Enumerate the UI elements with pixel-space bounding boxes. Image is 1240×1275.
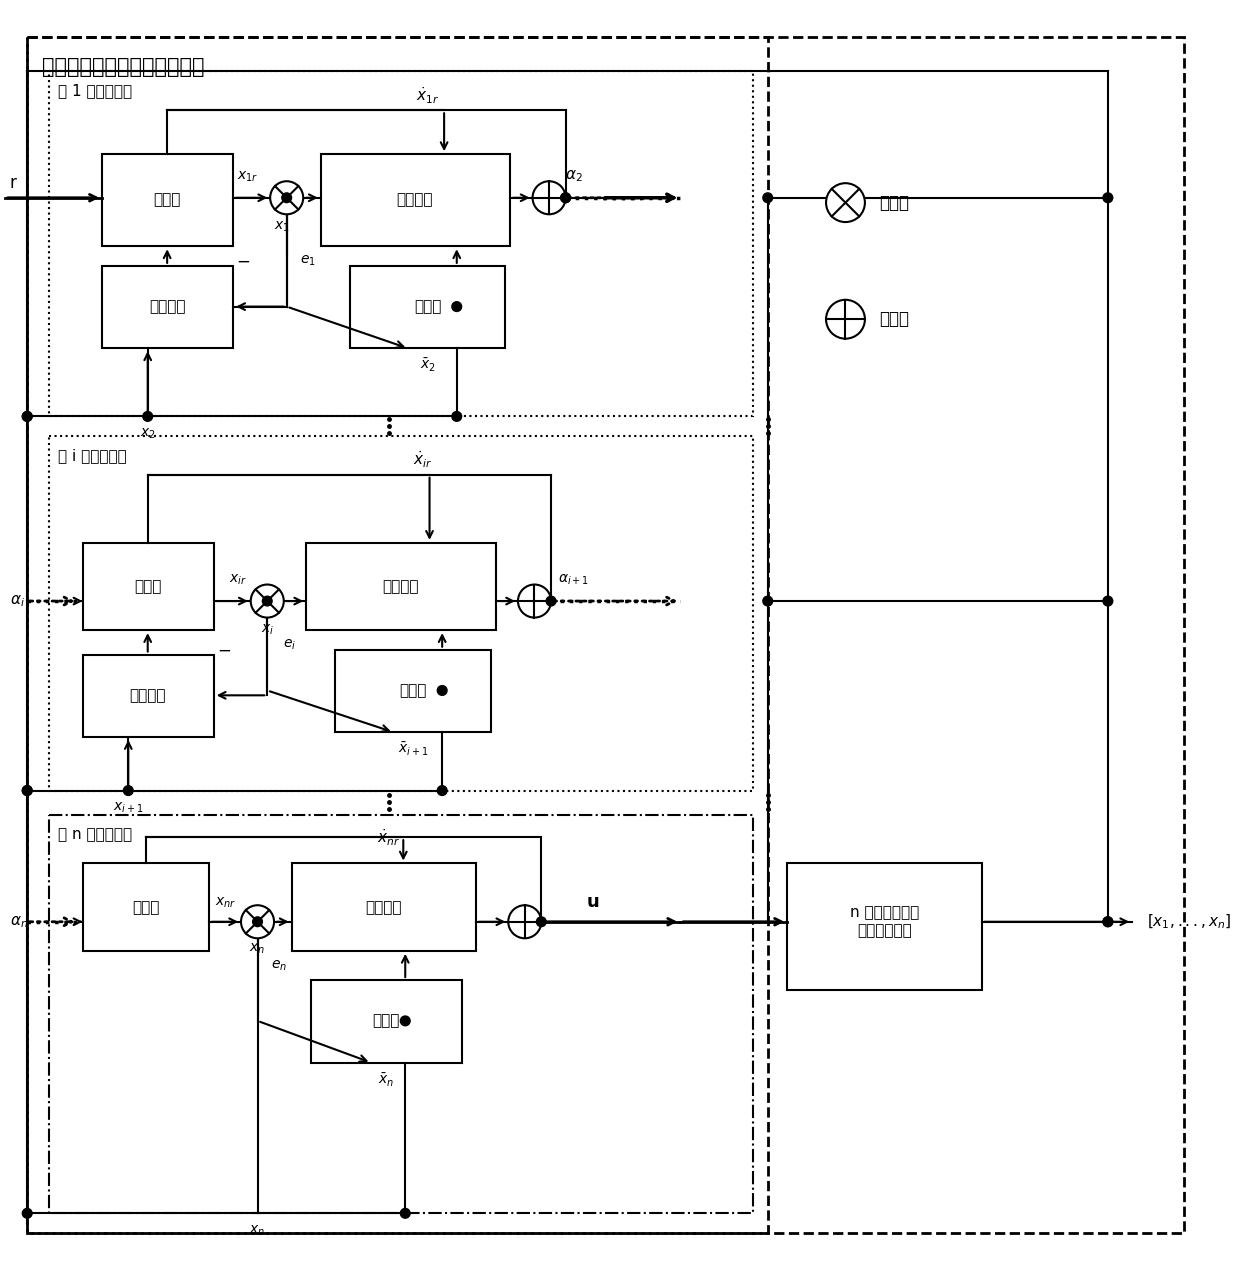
Circle shape	[143, 412, 153, 421]
Text: $x_{nr}$: $x_{nr}$	[215, 895, 236, 909]
Text: 第 1 级子控制器: 第 1 级子控制器	[58, 83, 133, 98]
Circle shape	[518, 584, 551, 617]
Circle shape	[270, 181, 304, 214]
Circle shape	[763, 597, 773, 606]
Text: 逼近器: 逼近器	[399, 683, 427, 697]
Text: $\alpha_i$: $\alpha_i$	[10, 593, 25, 609]
Text: u: u	[587, 894, 599, 912]
Bar	[27, 37, 768, 1233]
Bar	[335, 650, 491, 732]
Text: $x_2$: $x_2$	[140, 427, 155, 441]
Text: $x_{ir}$: $x_{ir}$	[229, 572, 247, 586]
Text: 滤波器: 滤波器	[154, 193, 181, 208]
Bar	[83, 863, 208, 951]
Bar	[787, 863, 982, 989]
Text: 第 i 级子控制器: 第 i 级子控制器	[58, 448, 126, 463]
Text: $x_n$: $x_n$	[249, 1224, 265, 1238]
Circle shape	[22, 412, 32, 421]
Bar	[306, 543, 496, 630]
Text: 线性控制: 线性控制	[366, 900, 402, 914]
Text: 逼近器: 逼近器	[372, 1014, 399, 1029]
Bar	[83, 543, 213, 630]
Text: 自适应反馈保护动态面控制器: 自适应反馈保护动态面控制器	[42, 56, 205, 76]
Circle shape	[763, 193, 773, 203]
Circle shape	[546, 597, 556, 606]
Circle shape	[281, 193, 291, 203]
Bar	[321, 154, 510, 246]
Bar	[102, 154, 233, 246]
Text: $[x_1,...,x_n]$: $[x_1,...,x_n]$	[1147, 913, 1231, 931]
Circle shape	[508, 905, 542, 938]
Circle shape	[250, 584, 284, 617]
Text: 第 n 级子控制器: 第 n 级子控制器	[58, 826, 133, 842]
Circle shape	[537, 917, 546, 927]
Circle shape	[124, 785, 133, 796]
Bar	[102, 265, 233, 348]
Text: $e_n$: $e_n$	[270, 959, 286, 973]
Text: $\bar{x}_2$: $\bar{x}_2$	[419, 357, 435, 375]
Text: $\bar{x}_n$: $\bar{x}_n$	[378, 1071, 394, 1089]
Text: $-$: $-$	[236, 252, 250, 270]
Text: $e_i$: $e_i$	[283, 638, 296, 652]
Circle shape	[560, 193, 570, 203]
Circle shape	[438, 686, 448, 695]
Text: $\dot{x}_{ir}$: $\dot{x}_{ir}$	[413, 450, 433, 470]
Bar	[83, 654, 213, 737]
Circle shape	[22, 412, 32, 421]
Circle shape	[22, 1209, 32, 1218]
Circle shape	[438, 785, 448, 796]
Text: 滤波器: 滤波器	[134, 579, 161, 594]
Text: 反馈保护: 反馈保护	[149, 300, 186, 314]
Text: 线性控制: 线性控制	[397, 193, 433, 208]
Circle shape	[241, 905, 274, 938]
Text: $x_n$: $x_n$	[249, 942, 265, 956]
Text: 线性控制: 线性控制	[382, 579, 419, 594]
Text: $e_1$: $e_1$	[300, 254, 316, 268]
Circle shape	[1104, 917, 1112, 927]
Circle shape	[532, 181, 565, 214]
Circle shape	[1104, 597, 1112, 606]
Circle shape	[826, 184, 866, 222]
Text: $\dot{x}_{nr}$: $\dot{x}_{nr}$	[377, 827, 401, 848]
Bar	[311, 980, 461, 1062]
Circle shape	[1104, 917, 1112, 927]
Bar	[48, 71, 753, 417]
Text: $-$: $-$	[217, 640, 231, 659]
Bar	[291, 863, 476, 951]
Text: r: r	[10, 175, 16, 193]
Text: $\alpha_{i+1}$: $\alpha_{i+1}$	[558, 572, 589, 586]
Circle shape	[22, 785, 32, 796]
Text: $\bar{x}_{i+1}$: $\bar{x}_{i+1}$	[398, 741, 428, 759]
Circle shape	[826, 300, 866, 339]
Text: $x_{i+1}$: $x_{i+1}$	[113, 801, 144, 815]
Circle shape	[401, 1209, 410, 1218]
Text: 逼近器: 逼近器	[414, 300, 441, 314]
Circle shape	[1104, 193, 1112, 203]
Circle shape	[22, 785, 32, 796]
Text: $\dot{x}_{1r}$: $\dot{x}_{1r}$	[415, 85, 439, 106]
Circle shape	[560, 193, 570, 203]
Text: $\alpha_2$: $\alpha_2$	[564, 168, 583, 184]
Text: 反馈保护: 反馈保护	[129, 687, 166, 703]
Text: 求和器: 求和器	[879, 310, 909, 328]
Circle shape	[401, 1016, 410, 1026]
Text: $x_{1r}$: $x_{1r}$	[237, 170, 258, 184]
Bar	[48, 436, 753, 790]
Circle shape	[451, 302, 461, 311]
Text: 滤波器: 滤波器	[133, 900, 160, 914]
Circle shape	[451, 412, 461, 421]
Text: $x_1$: $x_1$	[274, 219, 290, 235]
Bar	[350, 265, 506, 348]
Circle shape	[253, 917, 263, 927]
Circle shape	[263, 597, 272, 606]
Text: $x_i$: $x_i$	[260, 623, 274, 638]
Bar	[48, 815, 753, 1214]
Text: 比较器: 比较器	[879, 194, 909, 212]
Text: $\alpha_n$: $\alpha_n$	[10, 914, 27, 929]
Text: n 阶下三角不确
定非线性系统: n 阶下三角不确 定非线性系统	[849, 905, 919, 938]
